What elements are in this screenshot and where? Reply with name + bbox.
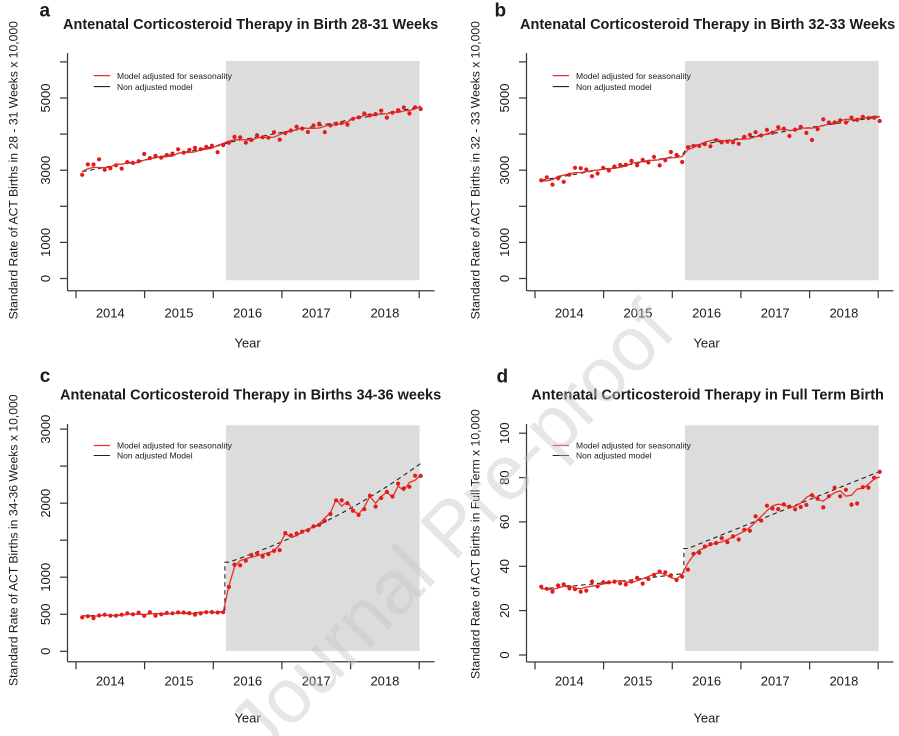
svg-text:Model adjusted for seasonality: Model adjusted for seasonality [117, 71, 233, 81]
svg-text:a: a [40, 0, 51, 21]
svg-text:Standard Rate of ACT Births in: Standard Rate of ACT Births in Full Term… [468, 409, 482, 679]
svg-text:2015: 2015 [623, 674, 652, 689]
svg-text:Antenatal Corticosteroid Thera: Antenatal Corticosteroid Therapy in Birt… [60, 388, 441, 404]
svg-text:2018: 2018 [829, 674, 858, 689]
svg-text:Year: Year [693, 711, 720, 726]
svg-text:2014: 2014 [96, 674, 125, 689]
svg-text:2017: 2017 [302, 306, 331, 321]
svg-text:Year: Year [234, 711, 261, 726]
svg-text:Non adjusted model: Non adjusted model [117, 82, 193, 92]
svg-text:2015: 2015 [165, 306, 194, 321]
svg-text:2016: 2016 [692, 674, 721, 689]
svg-text:Antenatal Corticosteroid Thera: Antenatal Corticosteroid Therapy in Birt… [63, 17, 438, 33]
svg-text:20: 20 [497, 603, 512, 617]
svg-text:5000: 5000 [497, 84, 512, 113]
svg-text:100: 100 [497, 422, 512, 444]
svg-text:2016: 2016 [233, 674, 262, 689]
svg-text:Standard Rate of ACT Births in: Standard Rate of ACT Births in 28 - 31 W… [7, 21, 21, 320]
svg-text:2017: 2017 [760, 674, 789, 689]
svg-text:80: 80 [497, 470, 512, 484]
svg-text:0: 0 [38, 275, 53, 282]
svg-text:1000: 1000 [38, 228, 53, 257]
svg-text:0: 0 [38, 648, 53, 655]
svg-text:Model adjusted for seasonality: Model adjusted for seasonality [576, 71, 692, 81]
svg-text:2015: 2015 [623, 306, 652, 321]
svg-text:3000: 3000 [38, 156, 53, 185]
svg-text:Antenatal Corticosteroid Thera: Antenatal Corticosteroid Therapy in Birt… [519, 17, 894, 33]
svg-text:2014: 2014 [554, 306, 583, 321]
svg-text:2017: 2017 [302, 674, 331, 689]
svg-text:Non adjusted Model: Non adjusted Model [117, 451, 193, 461]
svg-text:2016: 2016 [233, 306, 262, 321]
svg-text:b: b [494, 1, 506, 22]
svg-text:d: d [496, 368, 508, 387]
svg-text:40: 40 [497, 559, 512, 573]
svg-text:Year: Year [234, 336, 261, 351]
svg-text:2000: 2000 [38, 489, 53, 518]
svg-text:c: c [40, 368, 51, 387]
svg-text:Model adjusted for seasonality: Model adjusted for seasonality [117, 441, 233, 451]
svg-text:3000: 3000 [497, 156, 512, 185]
svg-text:Non adjusted model: Non adjusted model [576, 82, 652, 92]
svg-text:2017: 2017 [760, 306, 789, 321]
svg-text:2015: 2015 [165, 674, 194, 689]
svg-text:2016: 2016 [692, 306, 721, 321]
svg-text:2018: 2018 [370, 306, 399, 321]
svg-text:2014: 2014 [554, 674, 583, 689]
svg-text:2018: 2018 [370, 674, 399, 689]
svg-text:Model adjusted for seasonality: Model adjusted for seasonality [576, 441, 692, 451]
svg-text:Standard Rate of ACT Births in: Standard Rate of ACT Births in 32 - 33 W… [468, 21, 482, 320]
svg-text:2018: 2018 [829, 306, 858, 321]
svg-text:Year: Year [693, 336, 720, 351]
svg-text:Non adjusted model: Non adjusted model [576, 451, 652, 461]
svg-text:60: 60 [497, 515, 512, 529]
svg-text:Standard Rate of ACT Births in: Standard Rate of ACT Births in 34-36 Wee… [7, 394, 21, 686]
svg-text:2014: 2014 [96, 306, 125, 321]
svg-text:1000: 1000 [38, 563, 53, 592]
svg-text:Antenatal Corticosteroid Thera: Antenatal Corticosteroid Therapy in Full… [531, 388, 884, 404]
svg-text:1000: 1000 [497, 228, 512, 257]
svg-text:0: 0 [497, 275, 512, 282]
svg-text:3000: 3000 [38, 415, 53, 444]
svg-text:500: 500 [38, 603, 53, 625]
svg-text:5000: 5000 [38, 84, 53, 113]
svg-text:0: 0 [497, 651, 512, 658]
